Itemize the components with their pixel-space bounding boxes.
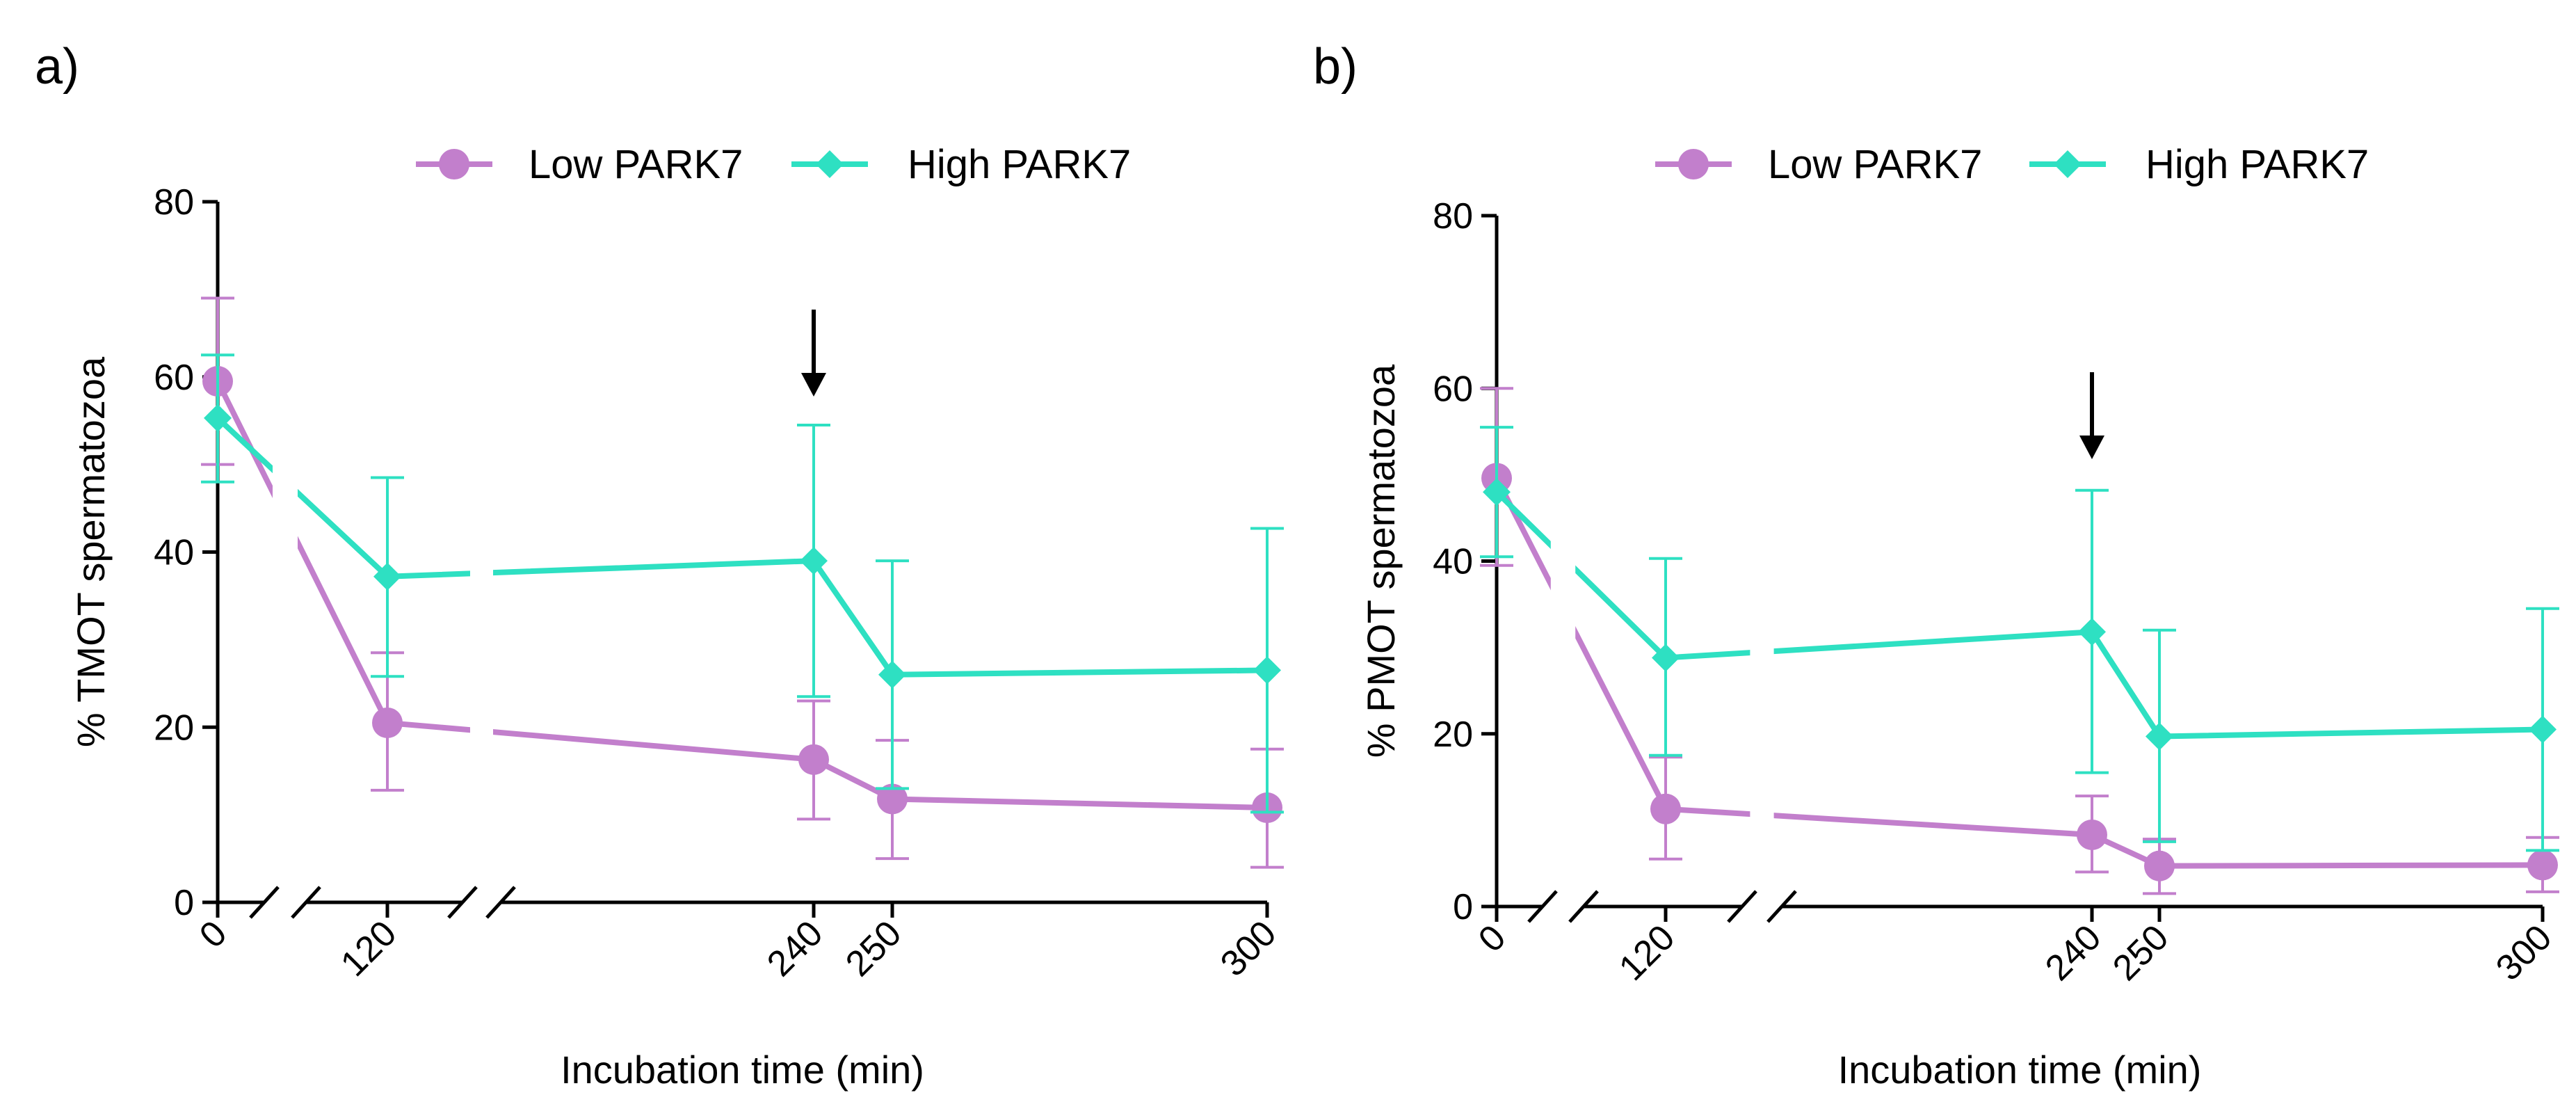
y-tick-label: 40 <box>154 533 194 573</box>
legend-label: Low PARK7 <box>1768 142 1982 187</box>
data-point <box>1483 478 1511 506</box>
axis-break-mark <box>447 886 478 919</box>
y-axis-title: % TMOT spermatozoa <box>69 356 113 747</box>
data-point <box>1652 644 1680 672</box>
panel-label: b) <box>1313 39 1358 95</box>
legend-marker <box>1678 149 1709 179</box>
panel-a: a) 0 20 40 60 80 0 120 240 250 300 % TMOT spermatoz… <box>35 39 1284 1092</box>
x-axis-title: Incubation time (min) <box>1838 1048 2202 1092</box>
y-tick-label: 60 <box>154 358 194 398</box>
y-tick-label: 80 <box>154 182 194 223</box>
data-point <box>2077 819 2107 850</box>
legend-item: Low PARK7 <box>1655 142 1982 187</box>
series-high-park7 <box>201 353 1284 814</box>
data-point <box>877 783 908 815</box>
legend-item: Low PARK7 <box>416 142 743 187</box>
data-point <box>2144 850 2175 881</box>
data-point <box>372 707 403 738</box>
legend-label: High PARK7 <box>2146 142 2369 187</box>
legend-marker <box>2054 150 2082 178</box>
data-point <box>800 547 828 575</box>
x-tick-label: 250 <box>2105 917 2176 988</box>
y-tick-label: 20 <box>1433 714 1473 755</box>
data-point <box>1650 793 1681 824</box>
x-axis-title: Incubation time (min) <box>561 1048 924 1092</box>
axis-break-mark <box>1766 890 1797 923</box>
x-tick-label: 120 <box>333 913 404 984</box>
data-point <box>878 660 906 689</box>
axis-break-mark <box>291 886 321 919</box>
x-tick-label: 300 <box>1213 913 1284 984</box>
series-low-park7 <box>1480 387 2559 895</box>
legend-marker <box>816 150 844 178</box>
data-point <box>1253 656 1281 685</box>
axis-break-gap <box>470 174 493 881</box>
y-tick-label: 0 <box>174 883 194 923</box>
legend-marker <box>439 149 469 179</box>
axis-break-gap <box>273 174 298 881</box>
series-line <box>215 380 1268 811</box>
x-tick-label: 250 <box>838 913 909 984</box>
axis-break-mark <box>1527 890 1558 923</box>
x-tick-label: 240 <box>2038 917 2109 988</box>
y-tick-label: 80 <box>1433 196 1473 237</box>
data-point <box>204 404 232 432</box>
series-high-park7 <box>1480 426 2559 852</box>
axis-break-gap <box>1550 188 1576 886</box>
legend-item: High PARK7 <box>791 142 1131 187</box>
y-tick-label: 40 <box>1433 542 1473 582</box>
data-point <box>2078 618 2106 646</box>
y-axis-title: % PMOT spermatozoa <box>1359 364 1403 758</box>
x-tick-label: 240 <box>759 913 830 984</box>
annotation-arrow-icon <box>2079 436 2104 459</box>
x-tick-label: 0 <box>1471 917 1513 959</box>
y-tick-label: 0 <box>1453 887 1473 927</box>
legend-label: Low PARK7 <box>529 142 743 187</box>
axis-break-mark <box>485 886 516 919</box>
series-line <box>216 415 1268 678</box>
legend-item: High PARK7 <box>2029 142 2369 187</box>
axis-break-gap <box>1750 188 1774 886</box>
x-tick-label: 0 <box>192 913 234 955</box>
data-point <box>798 744 829 775</box>
y-tick-label: 20 <box>154 708 194 748</box>
x-tick-label: 300 <box>2488 917 2559 988</box>
x-tick-label: 120 <box>1611 917 1682 988</box>
legend-label: High PARK7 <box>908 142 1131 187</box>
y-tick-label: 60 <box>1433 369 1473 409</box>
data-point <box>2146 722 2173 751</box>
axis-break-mark <box>249 886 280 919</box>
axis-break-mark <box>1568 890 1599 923</box>
axis-break-mark <box>1727 890 1757 923</box>
panel-label: a) <box>35 39 79 95</box>
series-line <box>1495 490 2543 740</box>
data-point <box>2529 715 2557 744</box>
data-point <box>2527 849 2558 881</box>
data-point <box>373 562 401 591</box>
annotation-arrow-icon <box>801 373 826 397</box>
series-low-park7 <box>201 296 1284 869</box>
